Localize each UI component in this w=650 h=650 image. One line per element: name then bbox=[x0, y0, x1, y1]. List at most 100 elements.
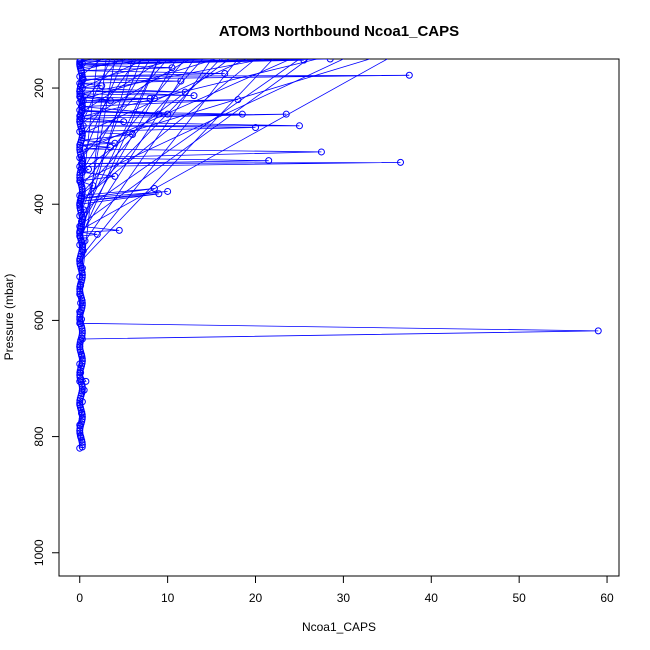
data-point bbox=[76, 369, 84, 377]
profile-line-segment bbox=[81, 59, 239, 257]
data-point bbox=[150, 95, 158, 103]
data-point bbox=[78, 127, 86, 135]
data-point bbox=[265, 157, 273, 165]
data-point bbox=[234, 96, 242, 104]
profile-line-segment bbox=[81, 59, 217, 101]
y-tick-label: 400 bbox=[32, 194, 46, 214]
data-point bbox=[76, 313, 84, 321]
profile-line-segment bbox=[79, 59, 300, 214]
data-point bbox=[78, 215, 86, 223]
data-point bbox=[76, 174, 84, 182]
profile-line-segment bbox=[79, 59, 388, 231]
chart-title: ATOM3 Northbound Ncoa1_CAPS bbox=[219, 23, 459, 40]
data-point bbox=[177, 77, 185, 85]
data-point bbox=[252, 124, 260, 132]
data-point bbox=[181, 88, 189, 96]
data-point bbox=[111, 172, 119, 180]
data-point bbox=[93, 230, 101, 238]
data-point bbox=[78, 355, 86, 363]
data-point bbox=[78, 213, 86, 221]
data-point bbox=[78, 101, 86, 109]
data-point bbox=[120, 118, 128, 126]
profile-line-segment bbox=[81, 59, 195, 234]
data-layer bbox=[76, 59, 602, 452]
data-point bbox=[300, 59, 308, 64]
data-point bbox=[76, 201, 84, 209]
data-point bbox=[221, 59, 229, 63]
data-point bbox=[78, 329, 86, 337]
data-point bbox=[78, 132, 86, 140]
profile-line-segment bbox=[81, 59, 344, 182]
profile-line-segment bbox=[82, 59, 370, 147]
profile-line-segment bbox=[79, 59, 274, 263]
data-point bbox=[89, 182, 97, 190]
y-axis-label: Pressure (mbar) bbox=[2, 274, 16, 361]
data-point bbox=[78, 74, 86, 82]
data-point bbox=[78, 327, 86, 335]
data-point bbox=[78, 71, 86, 79]
data-point bbox=[78, 352, 86, 360]
data-point bbox=[128, 131, 136, 139]
data-point bbox=[85, 165, 93, 173]
data-point bbox=[397, 158, 405, 166]
data-point bbox=[76, 371, 84, 379]
y-tick-label: 1000 bbox=[32, 539, 46, 566]
data-point bbox=[76, 338, 84, 346]
profile-line-segment bbox=[79, 59, 318, 118]
profile-line-segment bbox=[81, 59, 168, 159]
data-point bbox=[164, 187, 172, 195]
data-point bbox=[155, 190, 163, 198]
data-point bbox=[76, 399, 84, 407]
x-axis: 0 10 20 30 40 50 60 bbox=[76, 575, 614, 605]
data-point bbox=[405, 71, 413, 79]
data-point bbox=[76, 255, 84, 263]
data-point bbox=[78, 187, 86, 195]
y-axis: 200 400 600 800 1000 bbox=[32, 78, 60, 566]
data-point bbox=[76, 315, 84, 323]
data-point bbox=[76, 341, 84, 349]
data-point bbox=[295, 122, 303, 130]
y-tick-label: 800 bbox=[32, 426, 46, 446]
data-point bbox=[76, 343, 84, 351]
data-point bbox=[155, 110, 163, 118]
data-point bbox=[164, 110, 172, 118]
data-point bbox=[76, 424, 84, 432]
data-point bbox=[76, 143, 84, 151]
data-point bbox=[78, 357, 86, 365]
data-point bbox=[317, 148, 325, 156]
data-point bbox=[107, 97, 115, 105]
x-tick-label: 40 bbox=[425, 591, 439, 605]
data-point bbox=[78, 185, 86, 193]
data-point bbox=[78, 160, 86, 168]
data-point bbox=[76, 59, 84, 63]
profile-line-segment bbox=[79, 59, 221, 205]
x-tick-label: 50 bbox=[512, 591, 526, 605]
data-point bbox=[78, 129, 86, 137]
x-tick-label: 30 bbox=[337, 591, 351, 605]
profile-line-segment bbox=[81, 59, 160, 237]
data-point bbox=[150, 185, 158, 193]
plot-frame bbox=[58, 58, 620, 577]
data-point bbox=[78, 269, 86, 277]
data-point bbox=[146, 95, 154, 103]
data-point bbox=[238, 110, 246, 118]
y-tick-label: 200 bbox=[32, 78, 46, 98]
data-point bbox=[76, 60, 84, 68]
data-point bbox=[78, 438, 86, 446]
data-point bbox=[76, 285, 84, 293]
data-point bbox=[115, 226, 123, 234]
data-point bbox=[76, 427, 84, 435]
data-point bbox=[190, 92, 198, 100]
data-point bbox=[76, 169, 84, 177]
data-point bbox=[78, 99, 86, 107]
data-point bbox=[78, 301, 86, 309]
data-point bbox=[78, 413, 86, 421]
data-point bbox=[76, 199, 84, 207]
data-point bbox=[76, 85, 84, 93]
data-point bbox=[78, 297, 86, 305]
data-point bbox=[111, 139, 119, 147]
data-point bbox=[76, 113, 84, 121]
data-point bbox=[76, 283, 84, 291]
data-point bbox=[78, 411, 86, 419]
